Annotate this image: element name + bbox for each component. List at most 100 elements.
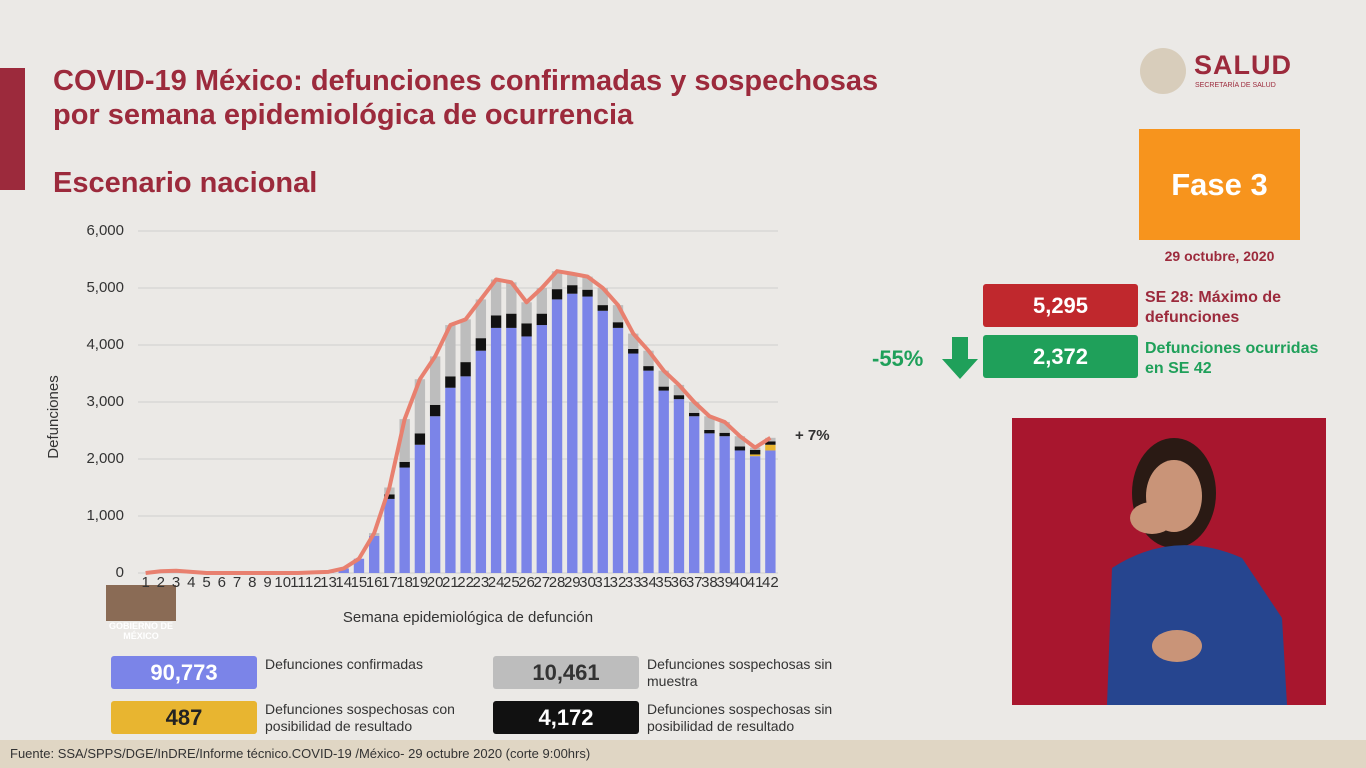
- bar-segment: [460, 362, 471, 377]
- bar-segment: [460, 376, 471, 573]
- bar-segment: [749, 449, 761, 455]
- bar-segment: [734, 446, 746, 451]
- y-tick-label: 5,000: [86, 279, 124, 296]
- bar-segment: [429, 416, 441, 573]
- y-tick-label: 4,000: [86, 336, 124, 353]
- y-tick-label: 2,000: [86, 450, 124, 467]
- max-value: 5,295: [983, 284, 1138, 327]
- bar-segment: [414, 379, 426, 434]
- bar-segment: [506, 282, 517, 314]
- x-tick-label: 30: [579, 574, 596, 591]
- bar-segment: [460, 319, 471, 363]
- x-tick-label: 1: [141, 574, 149, 591]
- bar-segment: [414, 444, 426, 573]
- bar-segment: [399, 461, 410, 468]
- bar-segment: [551, 271, 563, 290]
- bar-segment: [765, 450, 776, 573]
- bar-segment: [490, 327, 502, 573]
- bar-segment: [597, 310, 608, 573]
- bar-segment: [384, 494, 395, 499]
- bar-segment: [399, 419, 410, 462]
- bar-segment: [338, 568, 349, 573]
- bar-segment: [506, 327, 517, 573]
- bar-segment: [475, 338, 487, 351]
- x-tick-label: 12: [305, 574, 322, 591]
- bar-segment: [628, 348, 639, 354]
- x-axis-label: Semana epidemiológica de defunción: [343, 609, 593, 626]
- bar-segment: [445, 325, 456, 377]
- bar-segment: [429, 404, 441, 417]
- bar-segment: [719, 421, 730, 433]
- x-tick-label: 38: [701, 574, 718, 591]
- x-tick-label: 14: [335, 574, 352, 591]
- phase-date: 29 octubre, 2020: [1164, 248, 1275, 264]
- bar-segment: [536, 288, 547, 314]
- bar-segment: [551, 299, 563, 573]
- bar-segment: [490, 279, 502, 316]
- bar-segment: [414, 433, 426, 445]
- bar-segment: [673, 395, 685, 400]
- x-tick-label: 13: [320, 574, 337, 591]
- bar-segment: [536, 325, 547, 573]
- x-tick-label: 39: [716, 574, 733, 591]
- bar-segment: [475, 299, 487, 339]
- x-tick-label: 35: [655, 574, 672, 591]
- bar-segment: [490, 315, 502, 328]
- bar-segment: [551, 289, 563, 300]
- bar-segment: [628, 333, 639, 349]
- bar-segment: [658, 386, 669, 391]
- x-tick-label: 2: [157, 574, 165, 591]
- bar-segment: [734, 450, 746, 573]
- x-tick-label: 11: [290, 574, 306, 591]
- bar-segment: [567, 293, 578, 573]
- x-tick-label: 8: [248, 574, 256, 591]
- x-tick-label: 19: [412, 574, 429, 591]
- bar-segment: [734, 436, 746, 447]
- bar-segment: [643, 370, 654, 573]
- gobierno-logo: GOBIERNO DE MÉXICO: [106, 585, 176, 645]
- bar-segment: [353, 558, 365, 573]
- bar-segment: [369, 535, 380, 573]
- logo: SALUD: [1194, 50, 1292, 80]
- legend-total: 10,461: [493, 656, 639, 689]
- bar-segment: [689, 416, 700, 573]
- bar-segment: [475, 350, 487, 573]
- bar-segment: [704, 429, 715, 434]
- annotation: + 7%: [795, 427, 830, 444]
- bar-segment: [582, 289, 593, 297]
- legend-total: 90,773: [111, 656, 257, 689]
- bar-segment: [429, 356, 441, 405]
- x-tick-label: 32: [610, 574, 627, 591]
- bar-segment: [612, 327, 624, 573]
- bar-segment: [704, 416, 715, 430]
- y-tick-label: 1,000: [86, 507, 124, 524]
- x-tick-label: 17: [381, 574, 398, 591]
- last-value: 2,372: [983, 335, 1138, 378]
- bar-segment: [689, 412, 700, 417]
- bar-segment: [673, 384, 685, 396]
- bar-segment: [689, 402, 700, 413]
- bar-segment: [445, 387, 456, 573]
- logo-sub: SECRETARÍA DE SALUD: [1195, 82, 1276, 89]
- bar-segment: [597, 305, 608, 311]
- x-tick-label: 40: [732, 574, 749, 591]
- legend-label: Defunciones sospechosas con posibilidad …: [265, 701, 455, 734]
- x-tick-label: 37: [686, 574, 703, 591]
- x-tick-label: 28: [549, 574, 566, 591]
- interpreter-video: [1012, 418, 1326, 705]
- bar-segment: [521, 323, 532, 337]
- x-tick-label: 42: [762, 574, 779, 591]
- accent-bar: [0, 68, 25, 190]
- x-tick-label: 36: [671, 574, 688, 591]
- chart: 0 1,000 2,000 3,000 4,000 5,000 6,000 Defuncion…: [45, 222, 830, 626]
- legend-label: Defunciones sospechosas sin posibilidad …: [647, 701, 833, 734]
- bar-segment: [582, 276, 593, 290]
- legend-label: Defunciones confirmadas: [265, 656, 423, 672]
- y-tick-label: 3,000: [86, 393, 124, 410]
- x-tick-label: 10: [274, 574, 291, 591]
- footer-bar: [0, 740, 1366, 768]
- bar-segment: [506, 313, 517, 328]
- bar-segment: [749, 454, 761, 457]
- bar-segment: [567, 285, 578, 294]
- subtitle: Escenario nacional: [53, 167, 318, 199]
